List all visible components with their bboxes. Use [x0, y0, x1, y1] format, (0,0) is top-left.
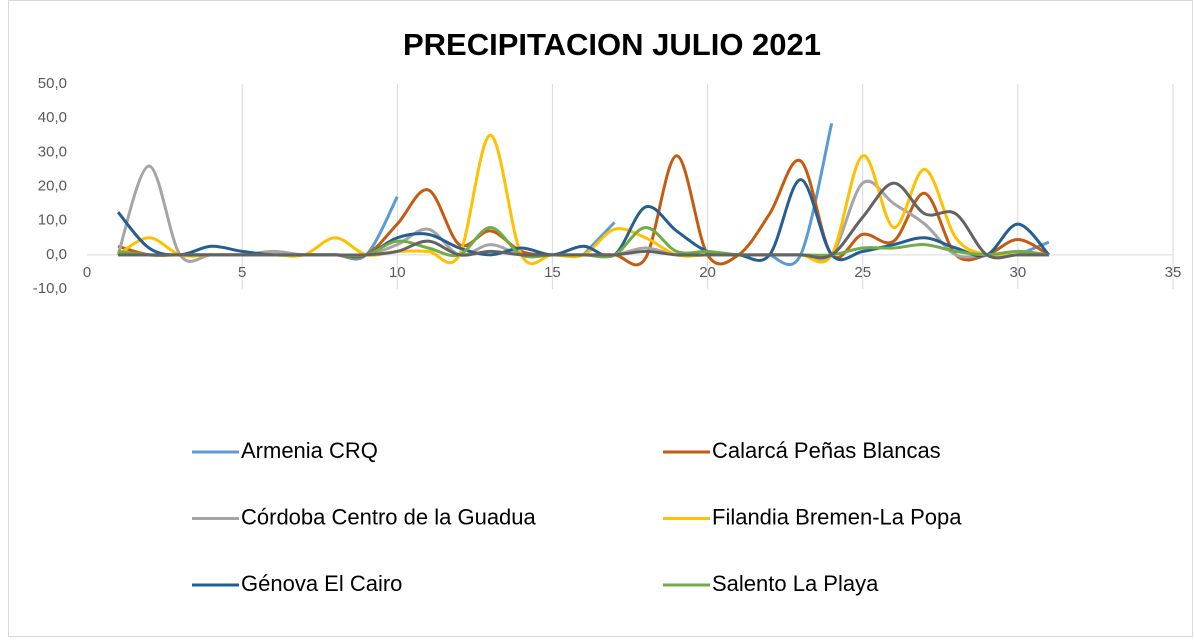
legend-label: Salento La Playa [712, 571, 879, 596]
x-tick-label: 10 [389, 264, 406, 281]
x-tick-label: 0 [83, 264, 91, 281]
legend-label: Calarcá Peñas Blancas [712, 438, 941, 463]
legend-label: Filandia Bremen-La Popa [712, 504, 962, 529]
chart-title: PRECIPITACION JULIO 2021 [403, 27, 821, 62]
x-tick-label: 35 [1165, 264, 1182, 281]
x-tick-label: 5 [238, 264, 246, 281]
y-tick-label: 30,0 [38, 143, 67, 160]
x-tick-label: 15 [544, 264, 561, 281]
y-tick-label: 10,0 [38, 212, 67, 229]
y-tick-label: -10,0 [33, 280, 67, 297]
y-tick-label: 40,0 [38, 109, 67, 126]
legend-label: Génova El Cairo [241, 571, 402, 596]
legend-label: Armenia CRQ [241, 438, 378, 463]
y-tick-label: 20,0 [38, 177, 67, 194]
chart-frame [8, 0, 1193, 637]
legend-label: Córdoba Centro de la Guadua [241, 504, 537, 529]
x-tick-label: 20 [699, 264, 716, 281]
series-line [118, 181, 1049, 260]
x-tick-label: 30 [1010, 264, 1027, 281]
x-tick-label: 25 [854, 264, 871, 281]
y-tick-label: 50,0 [38, 75, 67, 92]
y-tick-label: 0,0 [46, 246, 67, 263]
